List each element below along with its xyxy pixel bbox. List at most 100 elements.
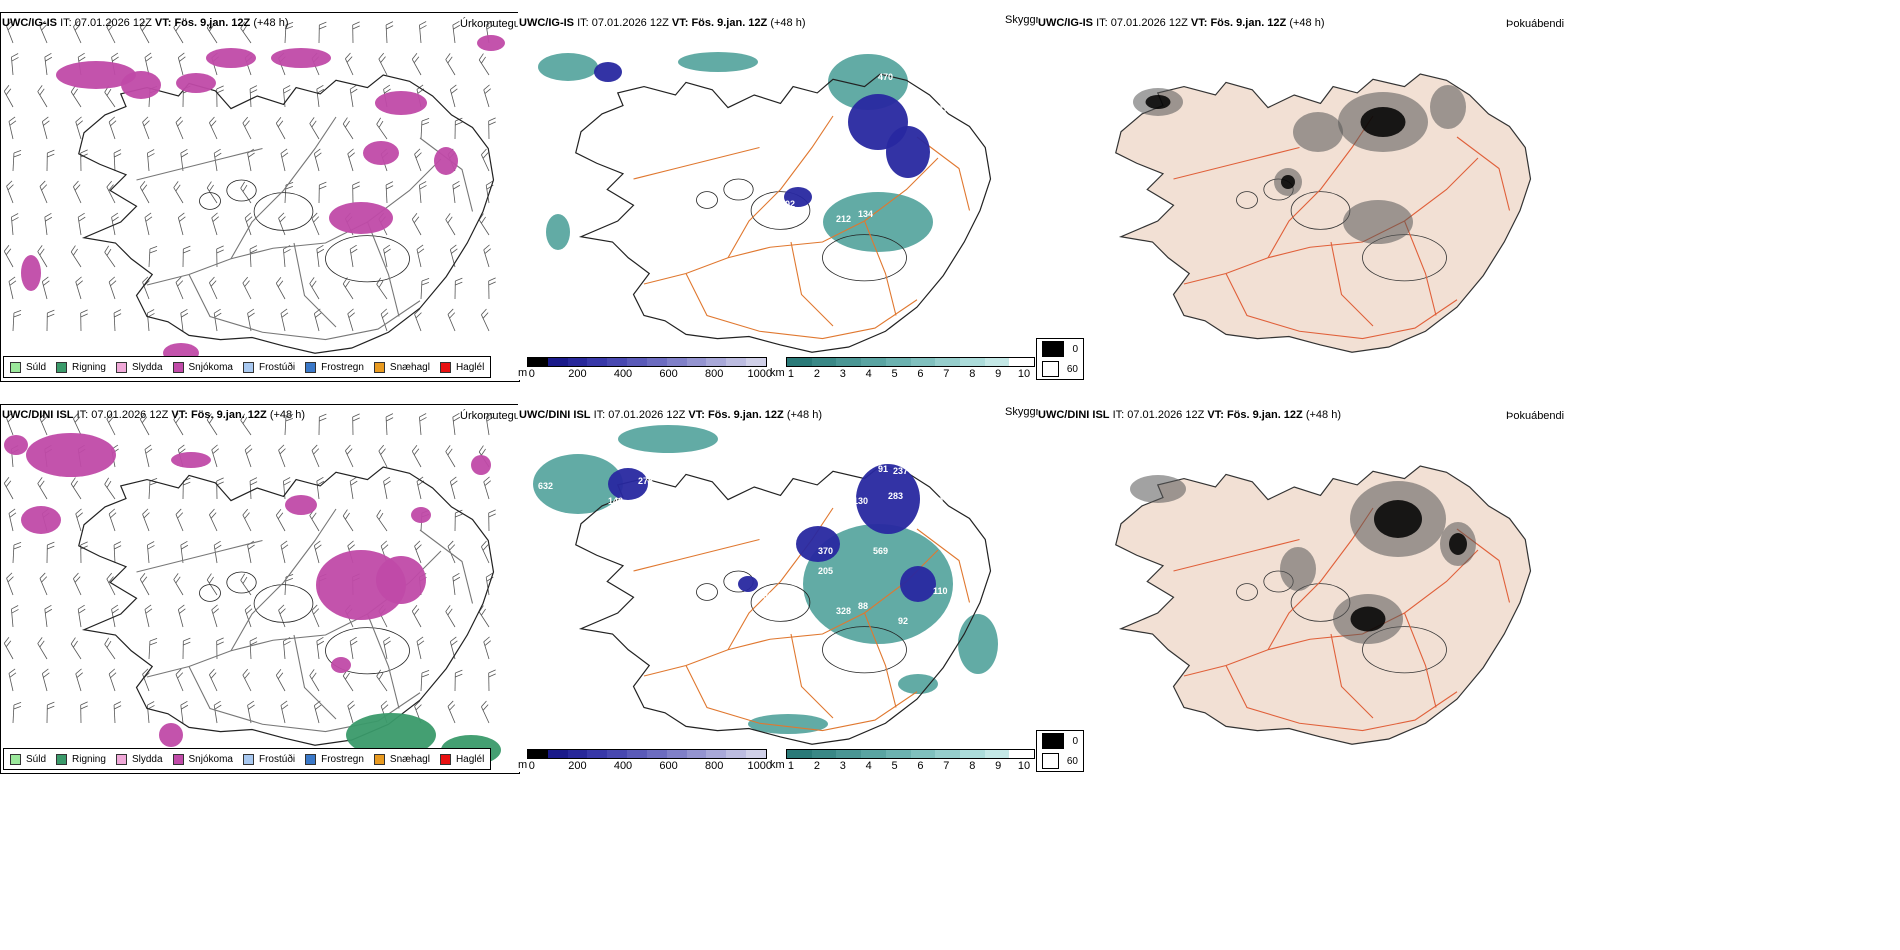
barb-flag bbox=[455, 673, 463, 678]
road bbox=[419, 529, 474, 604]
header-precip-row1: UWC/IG-IS IT: 07.01.2026 12Z VT: Fös. 9.… bbox=[2, 17, 289, 29]
barb-flag bbox=[414, 308, 421, 315]
barb-flag bbox=[378, 120, 384, 128]
barb-staff bbox=[316, 89, 320, 108]
barb-flag bbox=[452, 572, 460, 578]
barb-flag bbox=[145, 216, 153, 222]
barb-flag bbox=[311, 672, 317, 680]
model-name: UWC/IG-IS bbox=[1038, 17, 1093, 29]
barb-flag bbox=[141, 576, 148, 584]
barb-flag bbox=[447, 540, 454, 547]
barb-flag bbox=[488, 117, 496, 122]
wind-barb bbox=[113, 541, 122, 564]
barb-staff bbox=[147, 705, 150, 724]
barb-staff bbox=[175, 674, 184, 692]
wind-barb bbox=[311, 212, 320, 236]
barb-flag bbox=[314, 148, 321, 154]
barb-flag bbox=[211, 212, 218, 219]
barb-flag bbox=[447, 216, 453, 224]
precip-legend-row1: Súld Rigning Slydda Snjókoma Frostúði Frostre… bbox=[3, 356, 492, 378]
barb-flag bbox=[112, 216, 119, 222]
fog-legend-swatch bbox=[1042, 753, 1059, 769]
wind-barb bbox=[278, 604, 286, 628]
barb-staff bbox=[383, 641, 388, 660]
barb-flag bbox=[75, 508, 82, 515]
wind-barb bbox=[209, 508, 218, 532]
barb-flag bbox=[242, 576, 248, 584]
barb-staff bbox=[278, 610, 286, 628]
barb-staff bbox=[316, 249, 320, 268]
wind-barb bbox=[242, 276, 252, 300]
barb-flag bbox=[76, 120, 83, 126]
barb-flag bbox=[283, 89, 291, 94]
wind-barb bbox=[209, 116, 218, 140]
colorbar-cell bbox=[528, 750, 548, 758]
barb-flag bbox=[37, 477, 43, 484]
wind-barb bbox=[111, 212, 119, 236]
iceland-outline bbox=[1115, 73, 1532, 353]
barb-staff bbox=[240, 28, 252, 44]
colorbar-tick: 600 bbox=[659, 760, 678, 772]
fog-dense bbox=[1350, 500, 1467, 632]
barb-flag bbox=[216, 637, 224, 642]
barb-staff bbox=[349, 481, 354, 500]
wind-barb bbox=[139, 20, 150, 44]
barb-flag bbox=[80, 545, 88, 550]
barb-staff bbox=[385, 185, 388, 204]
road bbox=[419, 137, 474, 212]
barb-staff bbox=[113, 153, 116, 172]
wind-barb bbox=[12, 542, 22, 564]
snow-area-blob bbox=[471, 455, 491, 475]
barb-flag bbox=[141, 24, 148, 32]
wind-barb bbox=[349, 84, 358, 108]
precip-panel-row1: Súld Rigning Slydda Snjókoma Frostúði Frostre… bbox=[0, 12, 520, 382]
barb-flag bbox=[110, 280, 117, 287]
header-precip-row2: UWC/DINI ISL IT: 07.01.2026 12Z VT: Fös.… bbox=[2, 409, 305, 421]
barb-flag bbox=[70, 637, 76, 645]
barb-staff bbox=[173, 579, 184, 596]
barb-flag bbox=[315, 152, 322, 158]
barb-flag bbox=[386, 417, 394, 422]
barb-flag bbox=[206, 181, 212, 189]
barb-flag bbox=[145, 608, 153, 614]
colorbar-cell bbox=[587, 358, 608, 366]
wind-barb bbox=[209, 668, 218, 692]
snow-area-blob bbox=[285, 495, 317, 515]
road bbox=[1173, 538, 1300, 572]
barb-staff bbox=[6, 186, 14, 204]
wind-barb bbox=[12, 150, 22, 172]
barb-staff bbox=[39, 418, 48, 436]
barb-staff bbox=[175, 514, 184, 532]
barb-flag bbox=[316, 476, 324, 482]
barb-staff bbox=[313, 705, 320, 724]
barb-flag bbox=[478, 445, 484, 453]
barb-flag bbox=[108, 508, 116, 515]
legend-swatch bbox=[305, 361, 317, 373]
barb-staff bbox=[278, 450, 286, 468]
visibility-value-label: 107 bbox=[958, 544, 973, 554]
barb-staff bbox=[44, 57, 48, 76]
wind-barb bbox=[376, 117, 388, 140]
fog-dense-blob bbox=[1281, 175, 1295, 189]
barb-flag bbox=[175, 184, 181, 192]
barb-staff bbox=[419, 417, 422, 436]
legend-swatch bbox=[242, 361, 254, 373]
barb-flag bbox=[141, 184, 148, 192]
visibility-value-label: 877 bbox=[538, 89, 553, 99]
glacier-outline bbox=[696, 191, 718, 209]
barb-flag bbox=[39, 640, 45, 648]
barb-flag bbox=[39, 248, 45, 256]
barb-flag bbox=[317, 88, 325, 94]
barb-flag bbox=[349, 476, 357, 482]
fog-shade-blob bbox=[1430, 85, 1466, 129]
visibility-area-blob bbox=[678, 52, 758, 72]
wind-barb bbox=[75, 508, 83, 532]
barb-flag bbox=[383, 476, 391, 482]
glacier-outline bbox=[822, 626, 907, 674]
legend-label: Snjókoma bbox=[188, 361, 233, 373]
barb-flag bbox=[481, 56, 486, 64]
glacier-outline bbox=[750, 191, 811, 230]
visibility-area-blob bbox=[533, 454, 623, 514]
barb-flag bbox=[8, 116, 16, 122]
barb-flag bbox=[80, 309, 88, 314]
